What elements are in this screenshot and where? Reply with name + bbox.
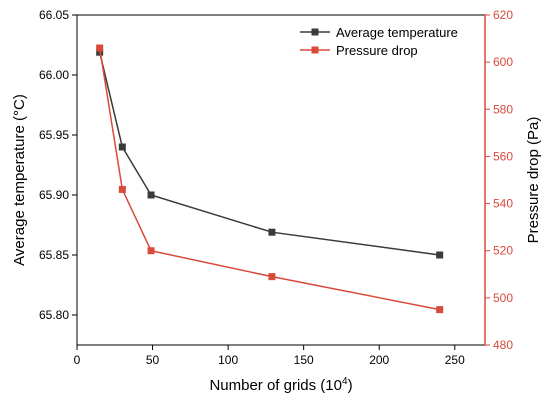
pressure-point bbox=[147, 247, 155, 255]
right-y-tick-label: 620 bbox=[493, 8, 513, 22]
x-axis-title: Number of grids (104) bbox=[209, 376, 352, 394]
x-tick-label: 100 bbox=[218, 353, 238, 367]
x-tick-label: 150 bbox=[294, 353, 314, 367]
axes: 0 50 100 150 200 250 65.80 65.85 65.90 65.95 66.00… bbox=[11, 8, 542, 394]
x-tick-label: 200 bbox=[369, 353, 389, 367]
pressure-series-line bbox=[98, 47, 440, 311]
legend-pressure-marker bbox=[311, 46, 319, 54]
pressure-point bbox=[118, 185, 126, 193]
x-axis-title-superscript: 4 bbox=[342, 376, 348, 387]
left-y-tick-label: 65.95 bbox=[39, 128, 69, 142]
right-y-axis-title: Pressure drop (Pa) bbox=[525, 117, 542, 244]
left-y-tick-label: 65.90 bbox=[39, 188, 69, 202]
right-y-tick-label: 580 bbox=[493, 102, 513, 116]
legend-pressure-label: Pressure drop bbox=[336, 43, 418, 58]
legend: Average temperature Pressure drop bbox=[300, 25, 458, 58]
pressure-point bbox=[96, 44, 104, 52]
pressure-point bbox=[268, 273, 276, 281]
temperature-point bbox=[147, 191, 155, 199]
temperature-point bbox=[436, 251, 444, 259]
right-y-tick-label: 540 bbox=[493, 197, 513, 211]
right-y-tick-label: 600 bbox=[493, 55, 513, 69]
left-y-axis-title: Average temperature (°C) bbox=[11, 94, 28, 266]
x-tick-label: 50 bbox=[146, 353, 160, 367]
left-y-tick-label: 65.85 bbox=[39, 248, 69, 262]
right-y-tick-label: 560 bbox=[493, 149, 513, 163]
pressure-point bbox=[436, 306, 444, 314]
plot-area bbox=[76, 14, 486, 346]
right-y-tick-label: 520 bbox=[493, 244, 513, 258]
legend-temperature-label: Average temperature bbox=[336, 25, 458, 40]
left-y-tick-label: 66.00 bbox=[39, 68, 69, 82]
right-y-tick-label: 500 bbox=[493, 291, 513, 305]
x-tick-label: 250 bbox=[445, 353, 465, 367]
temperature-series-line bbox=[98, 52, 440, 256]
temperature-point bbox=[118, 143, 126, 151]
x-tick-label: 0 bbox=[74, 353, 81, 367]
legend-temperature-marker bbox=[311, 28, 319, 36]
x-axis-title-tail: ) bbox=[348, 377, 353, 394]
x-axis-title-text: Number of grids (10 bbox=[209, 377, 342, 394]
left-y-tick-label: 66.05 bbox=[39, 8, 69, 22]
left-y-tick-label: 65.80 bbox=[39, 308, 69, 322]
right-y-tick-label: 480 bbox=[493, 338, 513, 352]
chart-marks bbox=[96, 44, 444, 314]
temperature-point bbox=[268, 228, 276, 236]
